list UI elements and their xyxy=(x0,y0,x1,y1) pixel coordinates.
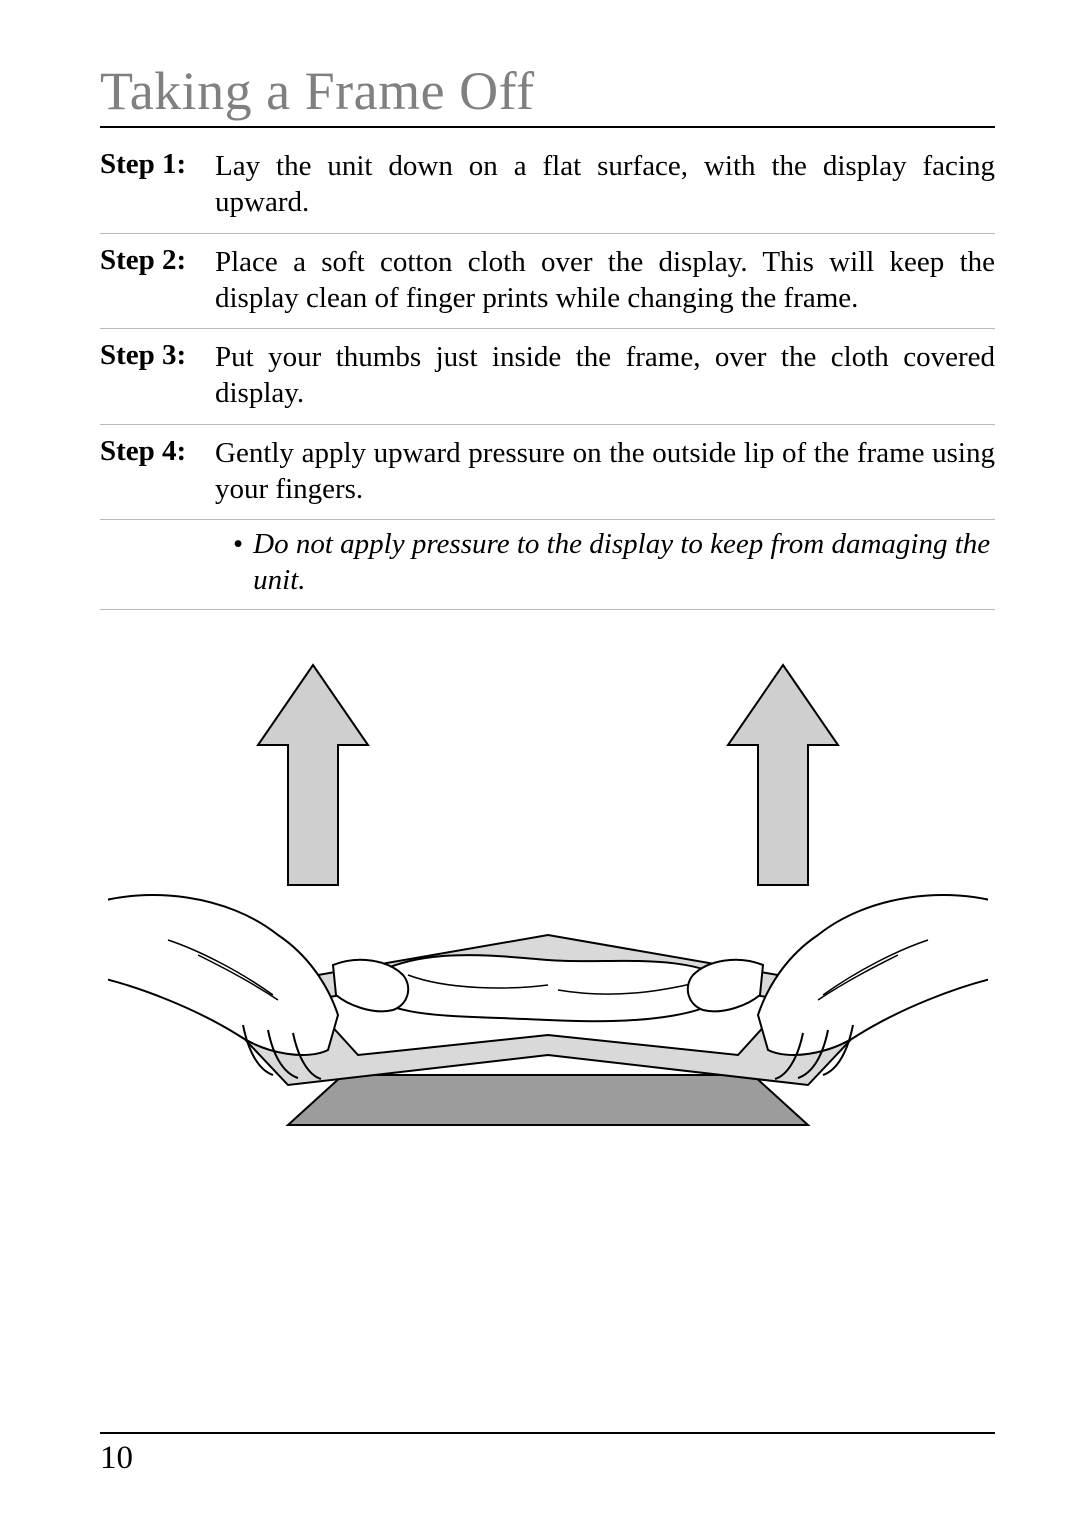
steps-list: Step 1: Lay the unit down on a flat surf… xyxy=(100,138,995,610)
step-label: Step 2: xyxy=(100,244,215,277)
step-label: Step 3: xyxy=(100,339,215,372)
step-row: Step 1: Lay the unit down on a flat surf… xyxy=(100,138,995,234)
note-row: • Do not apply pressure to the display t… xyxy=(100,520,995,610)
cloth-shape xyxy=(358,955,738,1021)
frame-removal-illustration xyxy=(100,655,995,1155)
page-title: Taking a Frame Off xyxy=(100,60,995,128)
step-label: Step 4: xyxy=(100,435,215,468)
arrow-up-left-icon xyxy=(258,665,368,885)
page: Taking a Frame Off Step 1: Lay the unit … xyxy=(0,0,1080,1532)
arrow-up-right-icon xyxy=(728,665,838,885)
step-row: Step 4: Gently apply upward pressure on … xyxy=(100,425,995,521)
frame-base-shape xyxy=(288,1075,808,1125)
step-text: Lay the unit down on a flat surface, wit… xyxy=(215,148,995,221)
step-label: Step 1: xyxy=(100,148,215,181)
bullet-icon: • xyxy=(215,526,253,562)
illustration-svg xyxy=(108,655,988,1155)
step-row: Step 2: Place a soft cotton cloth over t… xyxy=(100,234,995,330)
page-footer: 10 xyxy=(100,1432,995,1477)
page-number: 10 xyxy=(100,1440,995,1477)
step-text: Place a soft cotton cloth over the displ… xyxy=(215,244,995,317)
step-text: Put your thumbs just inside the frame, o… xyxy=(215,339,995,412)
step-row: Step 3: Put your thumbs just inside the … xyxy=(100,329,995,425)
step-text: Gently apply upward pressure on the outs… xyxy=(215,435,995,508)
note-text: Do not apply pressure to the display to … xyxy=(253,526,995,599)
